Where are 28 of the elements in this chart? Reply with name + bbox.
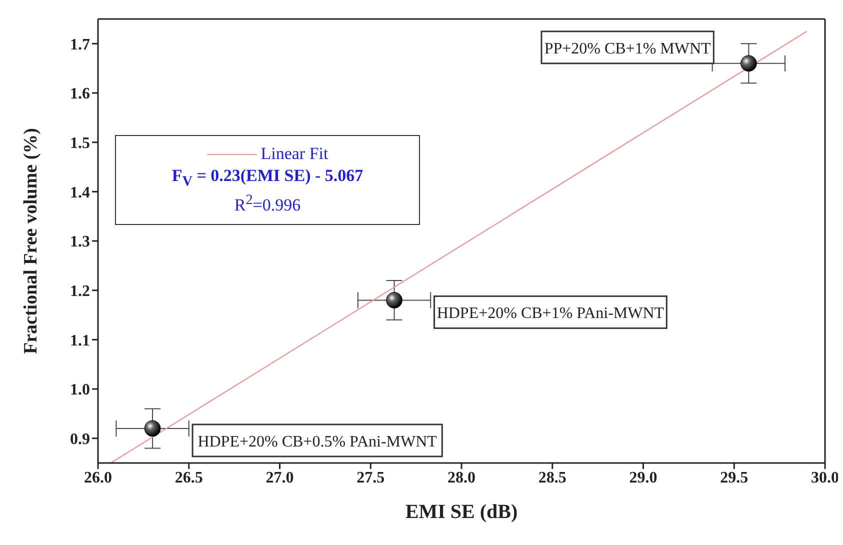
y-tick-label: 1.6 xyxy=(70,86,90,103)
y-tick-label: 0.9 xyxy=(70,431,90,448)
point xyxy=(144,420,161,437)
x-tick-label: 29.0 xyxy=(629,469,658,486)
x-tick-label: 26.0 xyxy=(84,469,112,486)
x-tick-label: 28.0 xyxy=(448,469,476,486)
x-tick-label: 29.5 xyxy=(720,469,748,486)
annotation: HDPE+20% CB+0.5% PAni-MWNT xyxy=(198,433,438,450)
y-tick-label: 1.3 xyxy=(70,234,90,251)
annotation: PP+20% CB+1% MWNT xyxy=(544,40,712,58)
annotation: R$^{2}$=0.996 xyxy=(233,192,302,216)
point xyxy=(386,292,403,308)
y-tick-label: 1.7 xyxy=(70,36,90,54)
x-tick-label: 28.5 xyxy=(538,469,566,486)
y-tick-label: 1.5 xyxy=(70,135,90,152)
legend-label: Linear Fit xyxy=(260,144,330,164)
y-tick-label: 1.1 xyxy=(70,332,90,350)
point xyxy=(740,55,757,72)
annotation: F$_{V}$ = 0.23(EMI SE) - 5.067 xyxy=(170,166,364,190)
x-tick-label: 27.5 xyxy=(356,469,385,486)
annotation: HDPE+20% CB+1% PAni-MWNT xyxy=(436,305,664,322)
x-tick-label: 26.5 xyxy=(174,469,203,486)
y-tick-label: 1.2 xyxy=(70,283,90,300)
y-axis-title: Fractional Free volume (%) xyxy=(20,128,42,354)
x-tick-label: 27.0 xyxy=(266,469,294,486)
x-axis-title: EMI SE (dB) xyxy=(405,501,518,523)
y-tick-label: 1.0 xyxy=(70,382,90,399)
y-tick-label: 1.4 xyxy=(70,184,90,202)
